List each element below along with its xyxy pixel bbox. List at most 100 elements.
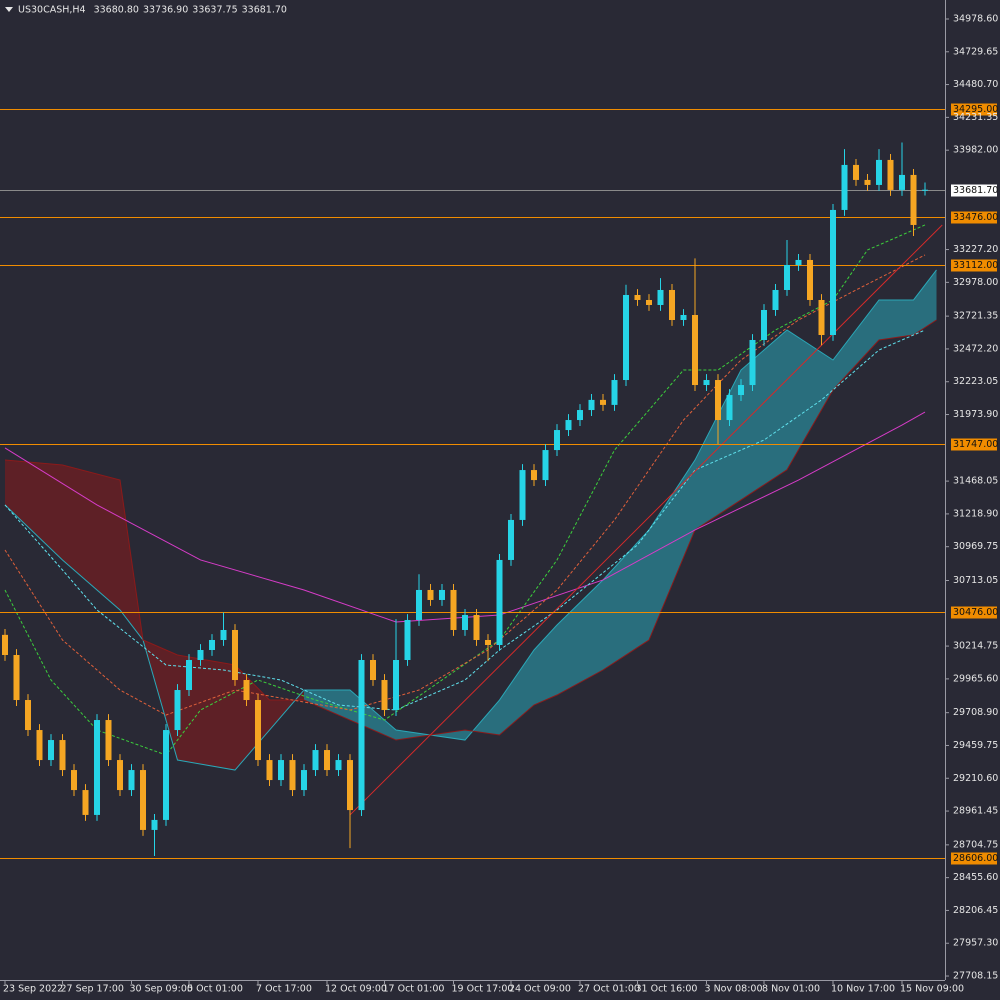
- candle-body: [887, 159, 894, 190]
- candle-body: [807, 259, 813, 300]
- candle-body: [473, 614, 480, 640]
- y-tick-label: 32472.20: [953, 343, 998, 354]
- y-tick-label: 29708.90: [953, 707, 998, 718]
- candle-body: [864, 179, 871, 185]
- moving-average: [4, 329, 926, 711]
- current-price-label: 33681.70: [953, 185, 998, 196]
- candle-body: [623, 294, 629, 381]
- candle-body: [117, 760, 123, 791]
- x-tick-label: 3 Nov 08:00: [705, 984, 763, 995]
- menu-arrow[interactable]: [5, 7, 13, 12]
- y-tick-label: 29210.60: [953, 773, 998, 784]
- candle-body: [243, 680, 250, 701]
- y-tick-label: 29459.75: [953, 740, 998, 751]
- candle-body: [830, 209, 836, 336]
- x-tick-label: 31 Oct 16:00: [636, 984, 698, 995]
- candle-body: [312, 750, 319, 771]
- x-tick-label: 30 Sep 09:00: [130, 984, 193, 995]
- candle-body: [439, 589, 445, 600]
- candle-body: [82, 790, 89, 815]
- level-tag: [951, 438, 997, 451]
- candle-body: [692, 314, 698, 386]
- candle-body: [36, 730, 43, 761]
- level-tag: [951, 606, 997, 619]
- candle-body: [197, 649, 204, 661]
- candle-body: [726, 395, 733, 421]
- candle-body: [48, 740, 54, 761]
- candle-body: [565, 420, 572, 431]
- y-tick-label: 28206.45: [953, 905, 998, 916]
- level-label: 33476.00: [953, 212, 998, 223]
- symbol: US30CASH,H4: [18, 5, 86, 16]
- candle-body: [163, 730, 169, 820]
- candle-body: [186, 660, 192, 691]
- level-label: 31747.00: [953, 439, 998, 450]
- candle-body: [381, 680, 388, 711]
- x-tick-label: 8 Nov 01:00: [762, 984, 820, 995]
- candle-body: [634, 294, 641, 300]
- candle-body: [450, 589, 457, 630]
- candle-body: [324, 750, 330, 771]
- y-tick-label: 28455.60: [953, 872, 998, 883]
- level-label: 30476.00: [953, 607, 998, 618]
- candle-body: [876, 159, 882, 185]
- candle-body: [462, 614, 468, 630]
- candle-body: [703, 380, 710, 386]
- candle-body: [669, 289, 675, 320]
- level-label: 34295.00: [953, 104, 998, 115]
- cloud-segment: [120, 480, 143, 640]
- x-tick-label: 23 Sep 2022: [3, 984, 63, 995]
- candle-body: [519, 470, 526, 520]
- candle-body: [496, 559, 503, 645]
- level-tag: [951, 103, 997, 116]
- candle-body: [485, 639, 491, 645]
- candle-body: [715, 380, 721, 421]
- y-tick-label: 28961.45: [953, 806, 998, 817]
- candle-body: [841, 164, 848, 210]
- candle-body: [542, 450, 549, 481]
- x-tick-label: 19 Oct 17:00: [452, 984, 514, 995]
- candle-body: [393, 660, 399, 711]
- cloud-segment: [603, 529, 649, 671]
- y-tick-label: 30969.75: [953, 541, 998, 552]
- candle-body: [577, 410, 583, 421]
- y-tick-label: 32721.35: [953, 311, 998, 322]
- candle-body: [646, 299, 652, 305]
- candle-body: [818, 299, 825, 336]
- y-tick-label: 30713.05: [953, 575, 998, 586]
- x-tick-label: 7 Oct 17:00: [256, 984, 312, 995]
- candle-body: [105, 720, 112, 761]
- candle-body: [370, 660, 376, 681]
- cloud-edge: [4, 269, 937, 771]
- candle-body: [13, 655, 20, 701]
- candle-body: [899, 174, 905, 190]
- cloud-segment: [913, 269, 937, 336]
- level-label: 28606.00: [953, 853, 998, 864]
- ichimoku-cloud: [4, 269, 937, 771]
- candle-body: [588, 399, 595, 411]
- candle-body: [910, 174, 917, 225]
- candle-body: [25, 700, 31, 731]
- level-tag: [951, 259, 997, 272]
- candle-body: [94, 720, 100, 815]
- candle-body: [761, 309, 767, 341]
- candle-body: [600, 399, 606, 405]
- cloud-segment: [649, 460, 695, 640]
- cloud-segment: [304, 690, 350, 721]
- candle-body: [738, 385, 744, 396]
- candle-body: [278, 760, 284, 781]
- candle-body: [71, 770, 77, 791]
- y-tick-label: 31218.90: [953, 508, 998, 519]
- x-tick-label: 27 Sep 17:00: [61, 984, 124, 995]
- x-tick-label: 17 Oct 01:00: [383, 984, 445, 995]
- header-value: 33736.90: [143, 5, 188, 16]
- candle-body: [232, 629, 238, 681]
- candle-body: [266, 760, 273, 781]
- current-price-tag: [951, 184, 997, 197]
- y-tick-label: 34978.60: [953, 14, 998, 25]
- candle-body: [508, 519, 514, 560]
- cloud-segment: [557, 579, 603, 696]
- x-tick-label: 12 Oct 09:00: [325, 984, 387, 995]
